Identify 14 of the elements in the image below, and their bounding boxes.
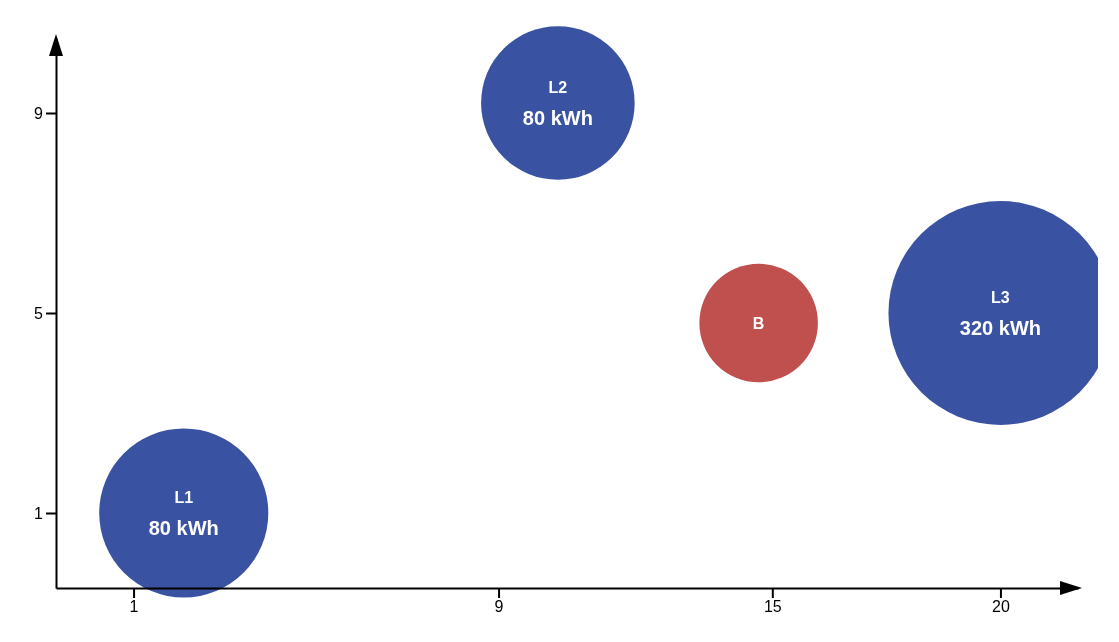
annotation: B: [752, 315, 765, 332]
x-tick-label: 15: [763, 598, 782, 616]
x-tick-label: 20: [992, 598, 1010, 616]
annotation: L3: [991, 289, 1010, 306]
annotation: L1: [174, 489, 194, 506]
y-tick-label: 1: [34, 504, 44, 522]
annotation: L2: [548, 79, 568, 96]
x-tick-label: 1: [129, 598, 139, 616]
y-tick-label: 9: [34, 104, 44, 122]
annotation: 320 kWh: [959, 317, 1042, 339]
annotation: 80 kWh: [522, 107, 593, 129]
y-tick-label: 5: [34, 304, 44, 322]
annotation: 80 kWh: [148, 517, 219, 539]
x-tick-label: 9: [494, 598, 504, 616]
